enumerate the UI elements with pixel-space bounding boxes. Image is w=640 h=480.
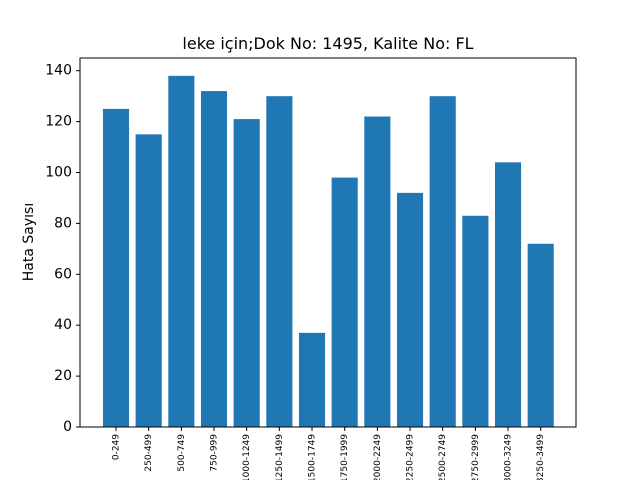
x-tick-label: 2500-2749: [438, 434, 448, 480]
bar-2000-2249: [364, 116, 391, 427]
bar-2250-2499: [396, 192, 424, 427]
bars-group: [102, 75, 554, 428]
chart-title: leke için;Dok No: 1495, Kalite No: FL: [182, 34, 473, 53]
y-tick-label: 0: [63, 419, 72, 435]
bar-2500-2749: [429, 96, 456, 428]
y-tick-label: 20: [54, 368, 72, 384]
bar-0-249: [102, 108, 130, 428]
y-tick-label: 140: [45, 63, 72, 79]
y-tick-label: 100: [45, 165, 72, 181]
x-tick-label: 2250-2499: [406, 434, 416, 480]
y-tick-label: 40: [54, 317, 72, 333]
bar-1500-1749: [298, 332, 326, 427]
x-tick-label: 500-749: [177, 434, 187, 472]
x-ticks: 0-249 250-499 500-749 750-999 1000-1249 1250-…: [112, 427, 546, 480]
bar-500-749: [168, 75, 195, 427]
x-tick-label: 750-999: [210, 434, 220, 472]
x-tick-label: 250-499: [144, 434, 154, 472]
bar-1750-1999: [331, 177, 358, 427]
x-tick-label: 1000-1249: [242, 434, 252, 480]
y-tick-label: 60: [54, 266, 72, 282]
y-tick-label: 120: [45, 114, 72, 130]
x-tick-label: 2750-2999: [471, 434, 481, 480]
bar-3250-3499: [527, 243, 554, 427]
x-tick-label: 3250-3499: [536, 434, 546, 480]
x-tick-label: 3000-3249: [504, 434, 514, 480]
x-tick-label: 2000-2249: [373, 434, 383, 480]
bar-250-499: [135, 134, 162, 427]
x-tick-label: 1500-1749: [308, 434, 318, 480]
x-tick-label: 0-249: [112, 434, 122, 460]
x-tick-label: 1250-1499: [275, 434, 285, 480]
bar-1000-1249: [233, 119, 260, 427]
bar-3000-3249: [494, 162, 522, 427]
x-tick-label: 1750-1999: [340, 434, 350, 480]
bar-1250-1499: [266, 96, 293, 428]
bar-750-999: [200, 91, 228, 427]
bar-2750-2999: [462, 215, 489, 427]
y-axis-label: Hata Sayısı: [21, 203, 37, 281]
plot-frame: [79, 57, 577, 428]
y-tick-label: 80: [54, 215, 72, 231]
y-ticks: 0 20 40 60 80 100 120 140: [45, 63, 80, 435]
